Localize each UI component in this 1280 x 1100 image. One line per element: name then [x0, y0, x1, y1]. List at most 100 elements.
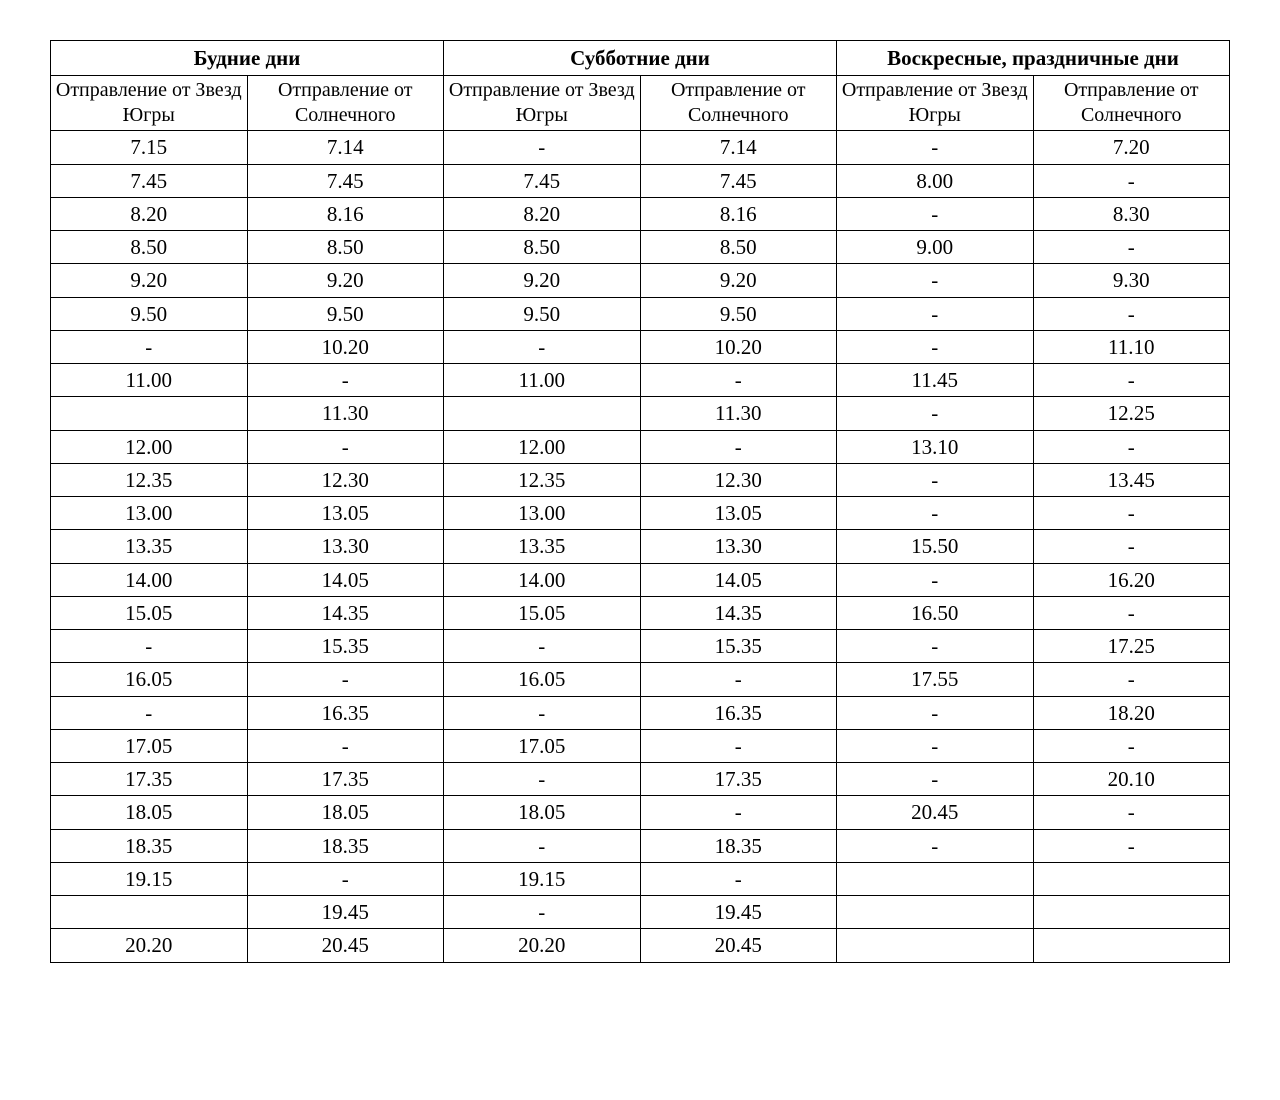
table-cell: -	[1033, 297, 1230, 330]
table-cell: 13.00	[444, 497, 641, 530]
table-cell: 12.25	[1033, 397, 1230, 430]
table-cell: -	[1033, 796, 1230, 829]
table-cell: -	[247, 862, 444, 895]
table-cell: 11.45	[837, 364, 1034, 397]
table-cell: 18.05	[51, 796, 248, 829]
table-cell: -	[837, 330, 1034, 363]
table-cell: 12.35	[51, 463, 248, 496]
table-cell: 13.30	[247, 530, 444, 563]
table-cell: 15.05	[444, 596, 641, 629]
table-cell: 18.35	[51, 829, 248, 862]
table-cell: -	[837, 729, 1034, 762]
table-cell: -	[837, 463, 1034, 496]
table-cell: -	[1033, 430, 1230, 463]
table-cell: -	[640, 796, 837, 829]
header-row-columns: Отправление от Звезд Югры Отправление от…	[51, 76, 1230, 131]
table-cell: -	[444, 696, 641, 729]
table-cell: -	[51, 696, 248, 729]
table-cell: 7.20	[1033, 131, 1230, 164]
table-cell: 8.00	[837, 164, 1034, 197]
table-cell: -	[1033, 729, 1230, 762]
table-cell: 20.20	[444, 929, 641, 962]
table-cell: 14.05	[247, 563, 444, 596]
table-row: 18.3518.35-18.35--	[51, 829, 1230, 862]
table-cell: 11.30	[640, 397, 837, 430]
group-header-sunday: Воскресные, праздничные дни	[837, 41, 1230, 76]
table-cell: 16.05	[51, 663, 248, 696]
table-cell: 11.30	[247, 397, 444, 430]
table-cell: -	[837, 264, 1034, 297]
table-cell: 20.45	[837, 796, 1034, 829]
table-cell: 17.55	[837, 663, 1034, 696]
table-cell	[1033, 896, 1230, 929]
table-row: 8.208.168.208.16-8.30	[51, 197, 1230, 230]
table-cell: 14.05	[640, 563, 837, 596]
table-cell: 8.30	[1033, 197, 1230, 230]
table-row: 17.3517.35-17.35-20.10	[51, 763, 1230, 796]
table-cell: 13.35	[444, 530, 641, 563]
col-weekdays-a: Отправление от Звезд Югры	[51, 76, 248, 131]
table-row: 7.157.14-7.14-7.20	[51, 131, 1230, 164]
table-cell: 19.45	[640, 896, 837, 929]
table-cell: 8.16	[247, 197, 444, 230]
table-cell: -	[1033, 596, 1230, 629]
table-cell: 17.05	[444, 729, 641, 762]
table-cell: -	[444, 896, 641, 929]
table-cell: 16.05	[444, 663, 641, 696]
table-cell: 8.16	[640, 197, 837, 230]
table-cell	[444, 397, 641, 430]
table-row: -16.35-16.35-18.20	[51, 696, 1230, 729]
table-cell: 9.20	[51, 264, 248, 297]
col-saturday-b: Отправление от Солнечного	[640, 76, 837, 131]
table-cell: 9.50	[640, 297, 837, 330]
table-cell: 17.05	[51, 729, 248, 762]
group-header-weekdays: Будние дни	[51, 41, 444, 76]
table-cell: 9.30	[1033, 264, 1230, 297]
table-cell: -	[837, 497, 1034, 530]
table-cell: -	[444, 330, 641, 363]
table-cell: 20.20	[51, 929, 248, 962]
table-cell: -	[51, 330, 248, 363]
table-cell: -	[444, 763, 641, 796]
table-cell: -	[1033, 231, 1230, 264]
table-cell: 7.14	[247, 131, 444, 164]
group-header-saturday: Субботние дни	[444, 41, 837, 76]
table-cell: 7.45	[640, 164, 837, 197]
table-cell: 20.10	[1033, 763, 1230, 796]
table-cell: -	[837, 397, 1034, 430]
table-cell: -	[837, 131, 1034, 164]
table-row: 9.209.209.209.20-9.30	[51, 264, 1230, 297]
table-cell: 8.20	[444, 197, 641, 230]
col-saturday-a: Отправление от Звезд Югры	[444, 76, 641, 131]
table-cell: -	[444, 630, 641, 663]
table-cell: -	[247, 663, 444, 696]
table-cell: 11.00	[444, 364, 641, 397]
table-cell	[837, 862, 1034, 895]
table-cell: 9.20	[444, 264, 641, 297]
table-cell: 13.30	[640, 530, 837, 563]
table-row: 8.508.508.508.509.00-	[51, 231, 1230, 264]
table-cell	[1033, 862, 1230, 895]
table-cell: -	[837, 297, 1034, 330]
table-cell: 17.35	[51, 763, 248, 796]
table-cell: -	[837, 630, 1034, 663]
col-sunday-a: Отправление от Звезд Югры	[837, 76, 1034, 131]
table-row: 16.05-16.05-17.55-	[51, 663, 1230, 696]
table-cell: 8.50	[247, 231, 444, 264]
table-row: 7.457.457.457.458.00-	[51, 164, 1230, 197]
header-row-groups: Будние дни Субботние дни Воскресные, пра…	[51, 41, 1230, 76]
table-row: 20.2020.4520.2020.45	[51, 929, 1230, 962]
table-cell: 7.15	[51, 131, 248, 164]
table-cell: 18.35	[640, 829, 837, 862]
table-cell: 19.45	[247, 896, 444, 929]
table-cell: 14.00	[51, 563, 248, 596]
table-cell: 8.50	[51, 231, 248, 264]
table-cell: -	[837, 829, 1034, 862]
table-cell: 9.20	[247, 264, 444, 297]
table-row: 12.3512.3012.3512.30-13.45	[51, 463, 1230, 496]
table-cell: 18.05	[247, 796, 444, 829]
table-cell: 9.50	[444, 297, 641, 330]
table-cell: 13.00	[51, 497, 248, 530]
table-cell: 12.35	[444, 463, 641, 496]
table-cell: 9.50	[51, 297, 248, 330]
